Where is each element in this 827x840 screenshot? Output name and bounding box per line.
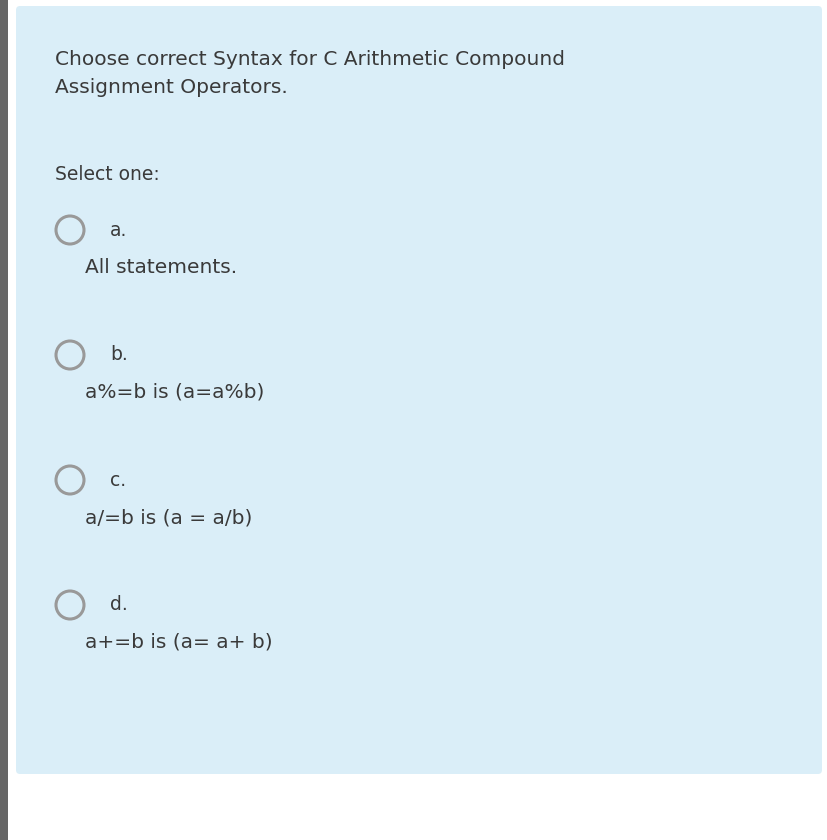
Text: Choose correct Syntax for C Arithmetic Compound
Assignment Operators.: Choose correct Syntax for C Arithmetic C… [55, 50, 564, 97]
Text: a/=b is (a = a/b): a/=b is (a = a/b) [85, 508, 252, 527]
Text: Select one:: Select one: [55, 165, 160, 184]
Text: b.: b. [110, 345, 127, 365]
Text: a.: a. [110, 220, 127, 239]
FancyBboxPatch shape [16, 6, 821, 774]
Text: d.: d. [110, 596, 127, 615]
Bar [0, 0, 8, 840]
Text: a+=b is (a= a+ b): a+=b is (a= a+ b) [85, 633, 272, 652]
Text: a%=b is (a=a%b): a%=b is (a=a%b) [85, 383, 264, 402]
Text: All statements.: All statements. [85, 258, 237, 277]
Text: c.: c. [110, 470, 126, 490]
